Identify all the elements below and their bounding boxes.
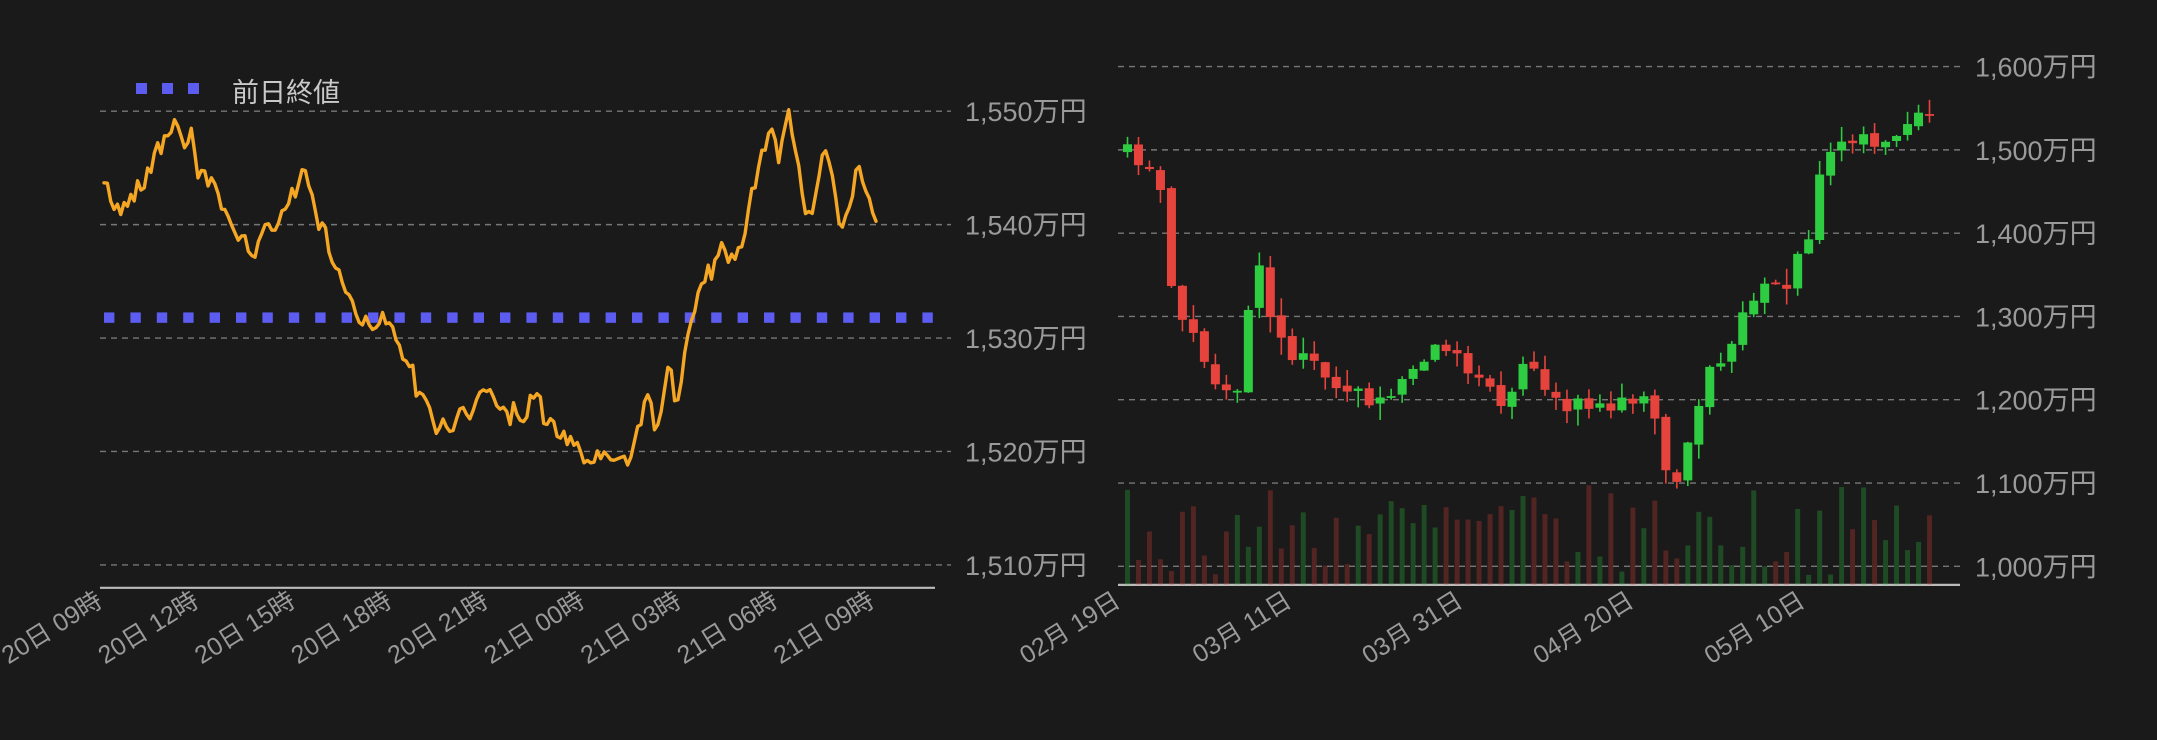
svg-text:1,540万円: 1,540万円 bbox=[965, 211, 1087, 241]
svg-text:1,100万円: 1,100万円 bbox=[1975, 469, 2097, 499]
svg-text:1,510万円: 1,510万円 bbox=[965, 551, 1087, 581]
svg-text:1,300万円: 1,300万円 bbox=[1975, 302, 2097, 332]
svg-text:1,550万円: 1,550万円 bbox=[965, 97, 1087, 127]
svg-text:1,530万円: 1,530万円 bbox=[965, 324, 1087, 354]
svg-text:1,520万円: 1,520万円 bbox=[965, 437, 1087, 467]
svg-text:1,600万円: 1,600万円 bbox=[1975, 53, 2097, 83]
svg-text:前日終値: 前日終値 bbox=[232, 78, 340, 108]
svg-text:1,500万円: 1,500万円 bbox=[1975, 136, 2097, 166]
svg-text:1,000万円: 1,000万円 bbox=[1975, 552, 2097, 582]
svg-text:1,200万円: 1,200万円 bbox=[1975, 386, 2097, 416]
svg-text:1,400万円: 1,400万円 bbox=[1975, 219, 2097, 249]
